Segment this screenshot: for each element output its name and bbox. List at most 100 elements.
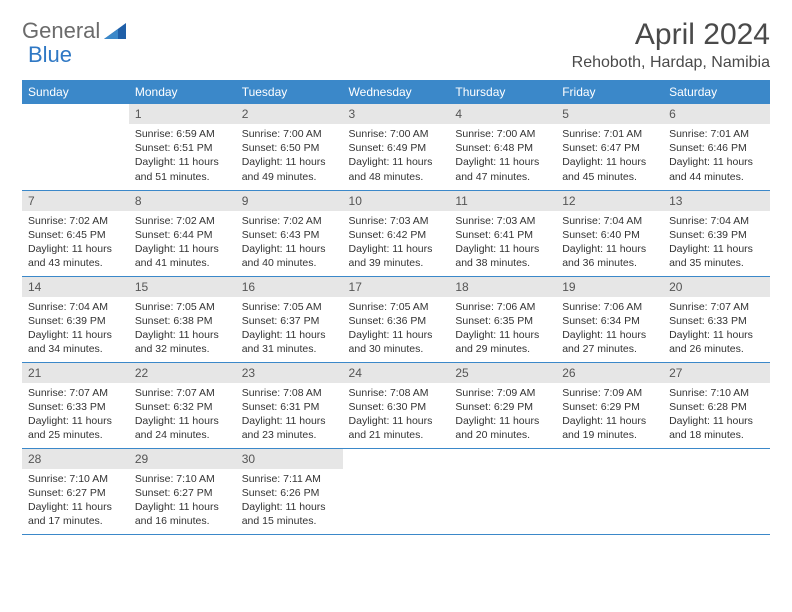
sunrise-text: Sunrise: 7:04 AM xyxy=(28,300,123,314)
calendar-day-cell: 15Sunrise: 7:05 AMSunset: 6:38 PMDayligh… xyxy=(129,276,236,362)
day-content: Sunrise: 7:02 AMSunset: 6:44 PMDaylight:… xyxy=(129,211,236,275)
page-header: General April 2024 Rehoboth, Hardap, Nam… xyxy=(22,18,770,72)
day-number: 27 xyxy=(663,363,770,383)
sunset-text: Sunset: 6:39 PM xyxy=(669,228,764,242)
sunrise-text: Sunrise: 7:11 AM xyxy=(242,472,337,486)
calendar-week-row: 21Sunrise: 7:07 AMSunset: 6:33 PMDayligh… xyxy=(22,362,770,448)
weekday-header: Sunday xyxy=(22,80,129,104)
calendar-week-row: 7Sunrise: 7:02 AMSunset: 6:45 PMDaylight… xyxy=(22,190,770,276)
calendar-header-row: SundayMondayTuesdayWednesdayThursdayFrid… xyxy=(22,80,770,104)
calendar-day-cell xyxy=(343,448,450,534)
sunset-text: Sunset: 6:41 PM xyxy=(455,228,550,242)
day-number: 10 xyxy=(343,191,450,211)
daylight-text-2: and 47 minutes. xyxy=(455,170,550,184)
daylight-text-2: and 45 minutes. xyxy=(562,170,657,184)
sunrise-text: Sunrise: 7:03 AM xyxy=(349,214,444,228)
sunrise-text: Sunrise: 7:10 AM xyxy=(669,386,764,400)
daylight-text-1: Daylight: 11 hours xyxy=(669,328,764,342)
daylight-text-1: Daylight: 11 hours xyxy=(562,155,657,169)
daylight-text-2: and 31 minutes. xyxy=(242,342,337,356)
daylight-text-1: Daylight: 11 hours xyxy=(242,500,337,514)
sunset-text: Sunset: 6:42 PM xyxy=(349,228,444,242)
daylight-text-1: Daylight: 11 hours xyxy=(28,414,123,428)
calendar-day-cell: 1Sunrise: 6:59 AMSunset: 6:51 PMDaylight… xyxy=(129,104,236,190)
calendar-day-cell: 8Sunrise: 7:02 AMSunset: 6:44 PMDaylight… xyxy=(129,190,236,276)
sunrise-text: Sunrise: 7:05 AM xyxy=(349,300,444,314)
day-number: 25 xyxy=(449,363,556,383)
daylight-text-1: Daylight: 11 hours xyxy=(562,328,657,342)
sunset-text: Sunset: 6:29 PM xyxy=(562,400,657,414)
sunrise-text: Sunrise: 7:10 AM xyxy=(28,472,123,486)
daylight-text-2: and 15 minutes. xyxy=(242,514,337,528)
calendar-day-cell xyxy=(556,448,663,534)
brand-line2: Blue xyxy=(26,42,72,68)
day-content: Sunrise: 7:10 AMSunset: 6:27 PMDaylight:… xyxy=(129,469,236,533)
sunset-text: Sunset: 6:31 PM xyxy=(242,400,337,414)
daylight-text-1: Daylight: 11 hours xyxy=(242,242,337,256)
sunset-text: Sunset: 6:49 PM xyxy=(349,141,444,155)
day-content: Sunrise: 7:10 AMSunset: 6:28 PMDaylight:… xyxy=(663,383,770,447)
daylight-text-2: and 30 minutes. xyxy=(349,342,444,356)
daylight-text-2: and 48 minutes. xyxy=(349,170,444,184)
day-content: Sunrise: 7:00 AMSunset: 6:50 PMDaylight:… xyxy=(236,124,343,188)
day-content: Sunrise: 7:08 AMSunset: 6:31 PMDaylight:… xyxy=(236,383,343,447)
weekday-header: Friday xyxy=(556,80,663,104)
logo-triangle-icon xyxy=(104,23,126,39)
calendar-day-cell xyxy=(663,448,770,534)
daylight-text-1: Daylight: 11 hours xyxy=(135,242,230,256)
sunset-text: Sunset: 6:50 PM xyxy=(242,141,337,155)
month-title: April 2024 xyxy=(572,18,770,52)
sunset-text: Sunset: 6:33 PM xyxy=(669,314,764,328)
daylight-text-1: Daylight: 11 hours xyxy=(669,155,764,169)
sunset-text: Sunset: 6:39 PM xyxy=(28,314,123,328)
daylight-text-2: and 51 minutes. xyxy=(135,170,230,184)
daylight-text-2: and 43 minutes. xyxy=(28,256,123,270)
sunrise-text: Sunrise: 7:09 AM xyxy=(562,386,657,400)
weekday-header: Tuesday xyxy=(236,80,343,104)
daylight-text-2: and 25 minutes. xyxy=(28,428,123,442)
day-content: Sunrise: 7:11 AMSunset: 6:26 PMDaylight:… xyxy=(236,469,343,533)
day-number: 9 xyxy=(236,191,343,211)
sunrise-text: Sunrise: 7:07 AM xyxy=(135,386,230,400)
day-content: Sunrise: 7:04 AMSunset: 6:39 PMDaylight:… xyxy=(22,297,129,361)
day-number: 29 xyxy=(129,449,236,469)
sunrise-text: Sunrise: 7:05 AM xyxy=(242,300,337,314)
sunset-text: Sunset: 6:51 PM xyxy=(135,141,230,155)
calendar-body: 1Sunrise: 6:59 AMSunset: 6:51 PMDaylight… xyxy=(22,104,770,534)
day-content: Sunrise: 7:05 AMSunset: 6:36 PMDaylight:… xyxy=(343,297,450,361)
sunset-text: Sunset: 6:27 PM xyxy=(135,486,230,500)
calendar-week-row: 14Sunrise: 7:04 AMSunset: 6:39 PMDayligh… xyxy=(22,276,770,362)
daylight-text-1: Daylight: 11 hours xyxy=(562,414,657,428)
weekday-header: Wednesday xyxy=(343,80,450,104)
daylight-text-2: and 32 minutes. xyxy=(135,342,230,356)
weekday-header: Saturday xyxy=(663,80,770,104)
day-number: 1 xyxy=(129,104,236,124)
calendar-day-cell: 7Sunrise: 7:02 AMSunset: 6:45 PMDaylight… xyxy=(22,190,129,276)
calendar-day-cell: 10Sunrise: 7:03 AMSunset: 6:42 PMDayligh… xyxy=(343,190,450,276)
calendar-day-cell: 23Sunrise: 7:08 AMSunset: 6:31 PMDayligh… xyxy=(236,362,343,448)
day-content: Sunrise: 7:09 AMSunset: 6:29 PMDaylight:… xyxy=(556,383,663,447)
day-number: 12 xyxy=(556,191,663,211)
day-content: Sunrise: 7:05 AMSunset: 6:37 PMDaylight:… xyxy=(236,297,343,361)
calendar-day-cell: 2Sunrise: 7:00 AMSunset: 6:50 PMDaylight… xyxy=(236,104,343,190)
weekday-header: Thursday xyxy=(449,80,556,104)
day-content: Sunrise: 7:03 AMSunset: 6:41 PMDaylight:… xyxy=(449,211,556,275)
day-content: Sunrise: 7:02 AMSunset: 6:45 PMDaylight:… xyxy=(22,211,129,275)
day-content: Sunrise: 7:02 AMSunset: 6:43 PMDaylight:… xyxy=(236,211,343,275)
day-number: 4 xyxy=(449,104,556,124)
sunset-text: Sunset: 6:30 PM xyxy=(349,400,444,414)
sunset-text: Sunset: 6:47 PM xyxy=(562,141,657,155)
day-number: 7 xyxy=(22,191,129,211)
calendar-day-cell: 30Sunrise: 7:11 AMSunset: 6:26 PMDayligh… xyxy=(236,448,343,534)
calendar-day-cell: 6Sunrise: 7:01 AMSunset: 6:46 PMDaylight… xyxy=(663,104,770,190)
day-number: 20 xyxy=(663,277,770,297)
sunset-text: Sunset: 6:36 PM xyxy=(349,314,444,328)
sunset-text: Sunset: 6:48 PM xyxy=(455,141,550,155)
day-number: 6 xyxy=(663,104,770,124)
day-number: 30 xyxy=(236,449,343,469)
sunrise-text: Sunrise: 7:01 AM xyxy=(562,127,657,141)
calendar-day-cell: 20Sunrise: 7:07 AMSunset: 6:33 PMDayligh… xyxy=(663,276,770,362)
day-content: Sunrise: 7:04 AMSunset: 6:39 PMDaylight:… xyxy=(663,211,770,275)
brand-logo: General xyxy=(22,18,126,44)
daylight-text-2: and 19 minutes. xyxy=(562,428,657,442)
